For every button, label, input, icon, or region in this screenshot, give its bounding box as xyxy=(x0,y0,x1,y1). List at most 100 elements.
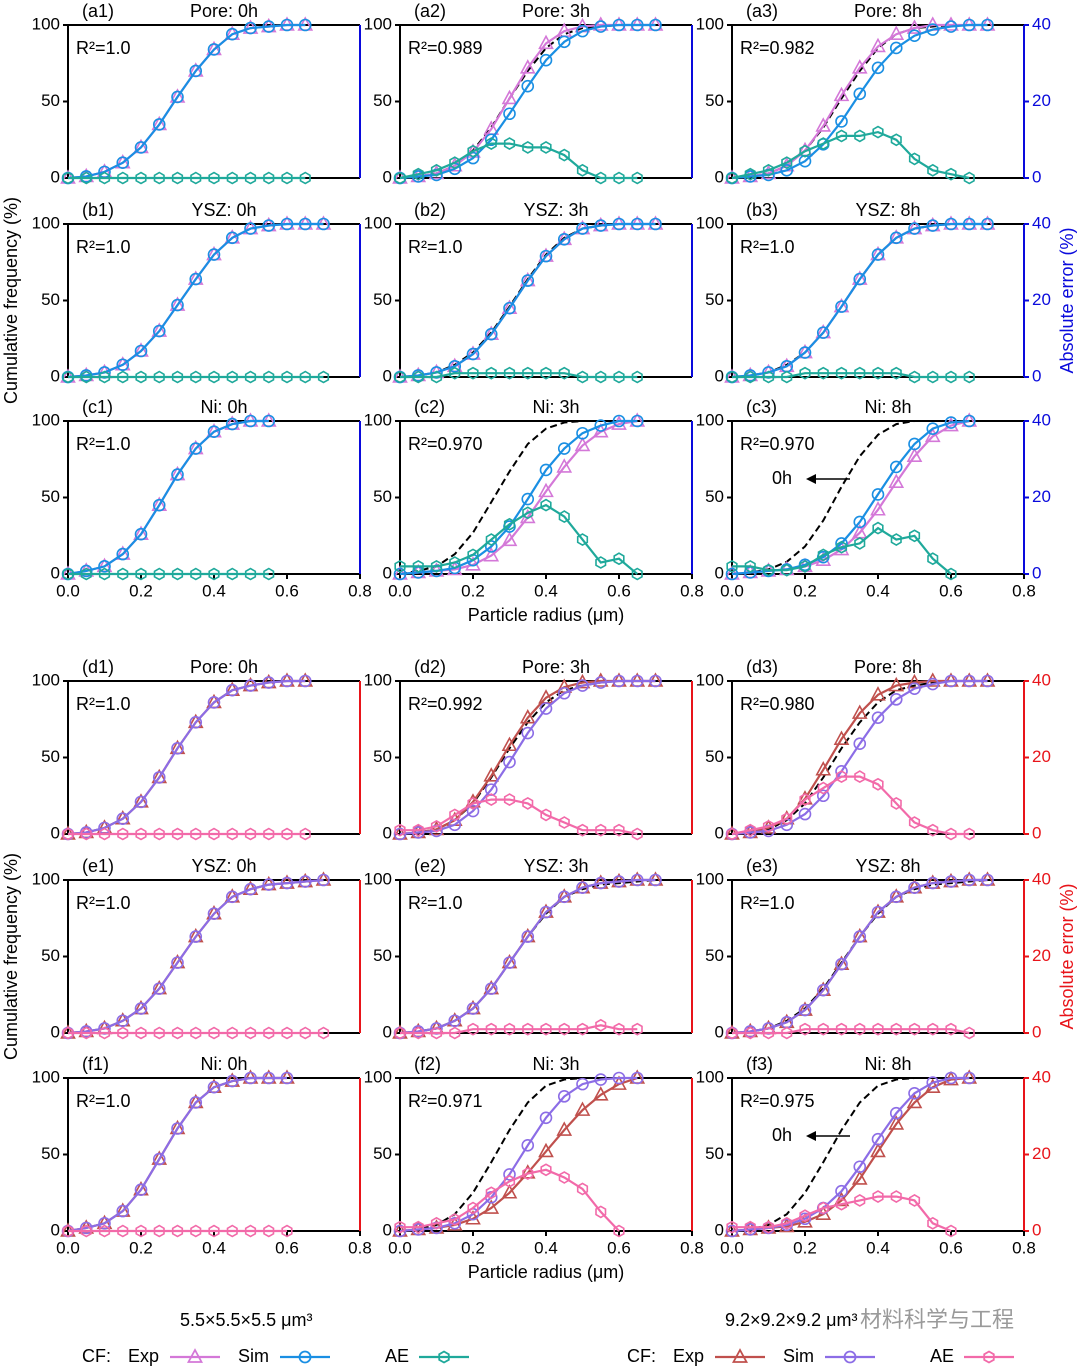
point-marker xyxy=(853,272,867,286)
point-marker xyxy=(540,1022,552,1036)
y-tick-label: 100 xyxy=(364,1067,392,1086)
point-marker xyxy=(117,171,129,185)
point-marker xyxy=(153,370,165,384)
point-marker xyxy=(281,171,293,185)
point-marker xyxy=(190,1224,202,1238)
point-marker xyxy=(225,27,239,41)
point-marker xyxy=(833,86,850,102)
series-line xyxy=(731,130,970,180)
panel-label: (f1) xyxy=(82,1054,109,1074)
watermark: 材料科学与工程 xyxy=(860,1307,1014,1332)
point-marker xyxy=(171,1122,184,1135)
point-marker xyxy=(190,370,202,384)
point-marker xyxy=(613,1022,625,1036)
point-marker xyxy=(171,1026,184,1040)
y-tick-label: 50 xyxy=(705,290,724,309)
panel-label: (a3) xyxy=(746,1,778,21)
point-marker xyxy=(574,436,591,452)
point-marker xyxy=(225,890,239,904)
point-marker xyxy=(522,366,534,380)
point-marker xyxy=(135,827,147,841)
legend-label: Exp xyxy=(128,1346,159,1366)
y-tick-label: 100 xyxy=(696,213,724,232)
point-marker xyxy=(888,25,905,40)
panel-label: (a1) xyxy=(82,1,114,21)
point-marker xyxy=(798,154,812,168)
point-marker xyxy=(908,152,921,166)
point-marker xyxy=(595,171,607,185)
point-marker xyxy=(281,1026,293,1040)
point-marker xyxy=(540,808,552,822)
point-marker xyxy=(448,818,462,832)
point-marker xyxy=(521,274,535,287)
r2-annotation: R²=0.970 xyxy=(740,434,815,454)
point-marker xyxy=(430,1026,443,1040)
reference-line xyxy=(731,420,970,575)
point-marker xyxy=(889,1106,903,1120)
point-marker xyxy=(908,370,921,384)
point-marker xyxy=(117,1224,129,1238)
y-tick-label: 50 xyxy=(41,946,60,965)
point-marker xyxy=(207,425,221,439)
point-marker xyxy=(870,1142,886,1158)
point-marker xyxy=(430,819,443,833)
point-marker xyxy=(485,1022,497,1036)
point-marker xyxy=(799,1022,811,1036)
point-marker xyxy=(171,567,184,581)
point-marker xyxy=(908,29,921,43)
point-marker xyxy=(889,460,903,474)
y-tick-label: 50 xyxy=(373,1144,392,1163)
point-marker xyxy=(945,167,957,181)
y-tick-label: 50 xyxy=(373,487,392,506)
point-marker xyxy=(963,827,975,841)
point-marker xyxy=(262,878,276,891)
point-marker xyxy=(244,827,257,841)
point-marker xyxy=(538,1142,554,1158)
point-marker xyxy=(890,1190,902,1204)
point-marker xyxy=(521,930,535,943)
point-marker xyxy=(816,983,830,997)
point-marker xyxy=(503,137,516,151)
y2-tick-label: 20 xyxy=(1032,946,1051,965)
x-tick-label: 0.0 xyxy=(720,581,744,600)
x-tick-label: 0.0 xyxy=(388,1238,412,1257)
point-marker xyxy=(890,366,902,380)
point-marker xyxy=(890,1022,902,1036)
point-marker xyxy=(135,370,147,384)
point-marker xyxy=(244,1224,257,1238)
point-marker xyxy=(134,527,148,541)
point-marker xyxy=(908,437,921,451)
point-marker xyxy=(835,1197,848,1211)
point-marker xyxy=(871,61,885,75)
point-marker xyxy=(576,222,589,235)
point-marker xyxy=(262,676,276,689)
y-tick-label: 100 xyxy=(364,670,392,689)
point-marker xyxy=(430,163,443,177)
point-marker xyxy=(522,506,534,520)
arrow-head xyxy=(806,1131,816,1141)
point-marker xyxy=(726,559,738,573)
panel-title: YSZ: 0h xyxy=(191,856,256,876)
point-marker xyxy=(98,171,111,185)
point-marker xyxy=(98,1026,111,1040)
point-marker xyxy=(117,827,129,841)
point-marker xyxy=(430,370,443,384)
point-marker xyxy=(780,164,794,177)
y-tick-label: 50 xyxy=(41,290,60,309)
point-marker xyxy=(576,163,589,177)
point-marker xyxy=(944,1071,958,1085)
y-tick-label: 50 xyxy=(705,946,724,965)
point-marker xyxy=(412,559,424,573)
point-marker xyxy=(225,417,239,431)
x-tick-label: 0.0 xyxy=(388,581,412,600)
point-marker xyxy=(592,672,609,687)
point-marker xyxy=(412,370,424,384)
point-marker xyxy=(317,873,330,887)
point-marker xyxy=(519,59,536,74)
point-marker xyxy=(521,492,535,506)
point-marker xyxy=(503,107,516,121)
x-tick-label: 0.4 xyxy=(866,1238,890,1257)
point-marker xyxy=(798,1003,812,1017)
point-marker xyxy=(393,567,407,581)
point-marker xyxy=(281,1224,293,1238)
